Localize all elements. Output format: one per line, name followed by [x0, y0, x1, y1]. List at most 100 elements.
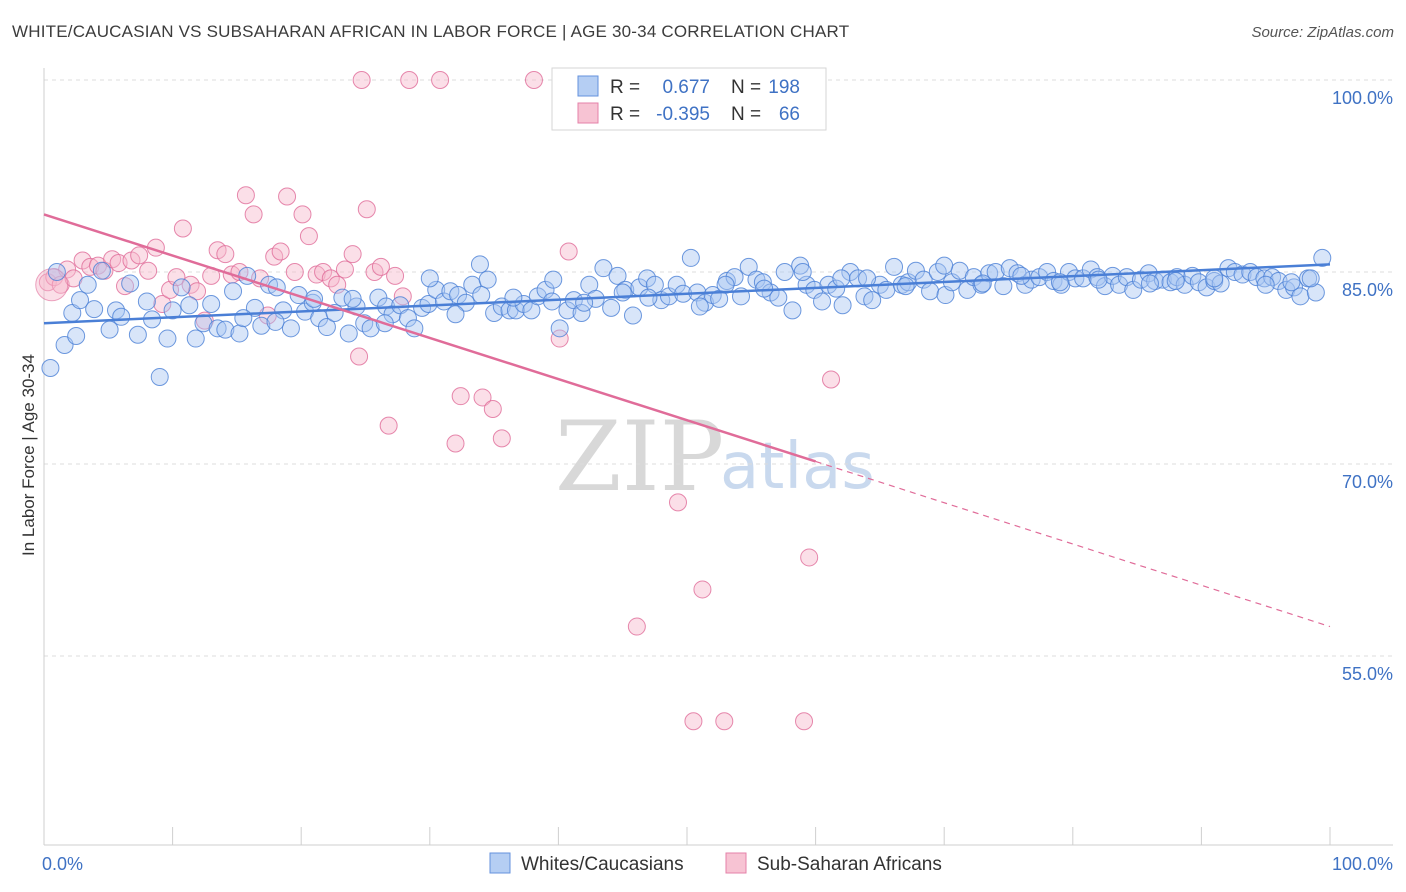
subsaharan-point	[668, 493, 687, 512]
bottom-legend-label-subsaharan: Sub-Saharan Africans	[757, 854, 942, 875]
whites-point	[1282, 273, 1301, 292]
whites-point	[504, 288, 523, 307]
whites-point	[572, 303, 591, 322]
y-tick-label: 100.0%	[1332, 88, 1393, 108]
legend-n-value-subsaharan: 66	[779, 104, 800, 125]
subsaharan-point	[139, 261, 158, 280]
subsaharan-point	[285, 263, 304, 281]
subsaharan-point	[130, 246, 149, 265]
subsaharan-point	[627, 617, 646, 636]
whites-point	[863, 291, 882, 310]
subsaharan-point	[314, 263, 333, 281]
whites-point	[71, 291, 90, 310]
whites-point	[613, 283, 632, 302]
whites-point	[186, 329, 205, 348]
whites-point	[137, 292, 156, 311]
whites-point	[594, 259, 613, 278]
legend-n-label-whites: N =	[731, 77, 761, 98]
subsaharan-point	[693, 580, 712, 599]
y-axis-label: In Labor Force | Age 30-34	[19, 354, 38, 556]
subsaharan-point	[400, 71, 419, 89]
whites-point	[514, 295, 533, 313]
subsaharan-point	[352, 71, 371, 89]
whites-point	[163, 301, 182, 320]
subsaharan-point	[299, 227, 318, 246]
bottom-legend-label-whites: Whites/Caucasians	[521, 854, 684, 875]
watermark-atlas: atlas	[720, 430, 875, 504]
whites-point	[485, 303, 504, 322]
whites-point	[783, 301, 802, 320]
whites-point	[252, 316, 271, 335]
whites-point	[716, 275, 735, 294]
whites-point	[1066, 269, 1085, 288]
whites-point	[980, 264, 999, 283]
whites-point	[266, 312, 285, 331]
x-tick-label-max: 100.0%	[1332, 854, 1393, 874]
correlation-legend: R = 0.677 N = 198 R = -0.395 N = 66	[551, 67, 827, 131]
whites-point	[536, 280, 555, 299]
source-credit: Source: ZipAtlas.com	[1251, 24, 1394, 41]
whites-point	[602, 298, 621, 317]
whites-point	[827, 279, 846, 298]
subsaharan-point	[236, 186, 255, 205]
legend-n-value-whites: 198	[768, 77, 800, 98]
whites-point	[994, 277, 1013, 296]
whites-point	[78, 275, 97, 294]
whites-point	[472, 286, 491, 305]
whites-point	[1313, 248, 1332, 267]
subsaharan-point	[167, 268, 186, 287]
subsaharan-point	[371, 257, 390, 276]
whites-point	[775, 263, 794, 281]
whites-point	[208, 319, 227, 338]
whites-point	[681, 248, 700, 267]
legend-r-value-subsaharan: -0.395	[656, 104, 710, 125]
whites-point	[1291, 287, 1310, 306]
whites-point	[1205, 269, 1224, 288]
subsaharan-point	[446, 434, 465, 453]
whites-point	[128, 325, 147, 344]
legend-r-label-subsaharan: R =	[610, 104, 640, 125]
whites-point	[150, 367, 169, 386]
whites-point	[398, 309, 417, 328]
y-tick-label: 55.0%	[1342, 664, 1393, 684]
whites-point	[690, 297, 709, 316]
whites-point	[544, 270, 563, 289]
subsaharan-point	[431, 71, 450, 89]
whites-point	[558, 301, 577, 320]
subsaharan-point	[559, 242, 578, 261]
whites-point	[616, 280, 635, 299]
subsaharan-point	[173, 219, 192, 238]
whites-point	[725, 268, 744, 287]
whites-point	[833, 296, 852, 315]
whites-point	[234, 309, 253, 328]
series-subsaharan-points	[35, 71, 841, 731]
subsaharan-point	[379, 416, 398, 435]
subsaharan-point	[278, 187, 297, 206]
whites-point	[639, 288, 658, 307]
whites-point	[180, 296, 199, 315]
whites-point	[793, 263, 812, 281]
whites-point	[67, 327, 86, 345]
whites-point	[1306, 283, 1325, 302]
whites-point	[755, 279, 774, 298]
trend-line-subsaharan-extrapolated	[815, 460, 1331, 628]
trend-line-whites	[43, 263, 1331, 325]
subsaharan-point	[684, 712, 703, 731]
x-tick-label-min: 0.0%	[42, 854, 83, 874]
whites-point	[470, 255, 489, 274]
whites-point	[230, 324, 249, 343]
whites-point	[885, 257, 904, 276]
whites-point	[1012, 266, 1031, 285]
whites-point	[608, 266, 627, 285]
whites-point	[858, 269, 877, 288]
subsaharan-point	[244, 205, 263, 224]
subsaharan-point	[293, 205, 312, 224]
y-tick-labels: 55.0% 70.0% 85.0% 100.0%	[1332, 88, 1393, 684]
whites-point	[1131, 270, 1150, 289]
series-legend: Whites/Caucasians Sub-Saharan Africans	[489, 852, 942, 875]
whites-point	[216, 320, 235, 339]
whites-point	[813, 292, 832, 311]
whites-point	[832, 269, 851, 288]
subsaharan-point	[492, 429, 511, 448]
y-tick-label: 70.0%	[1342, 472, 1393, 492]
